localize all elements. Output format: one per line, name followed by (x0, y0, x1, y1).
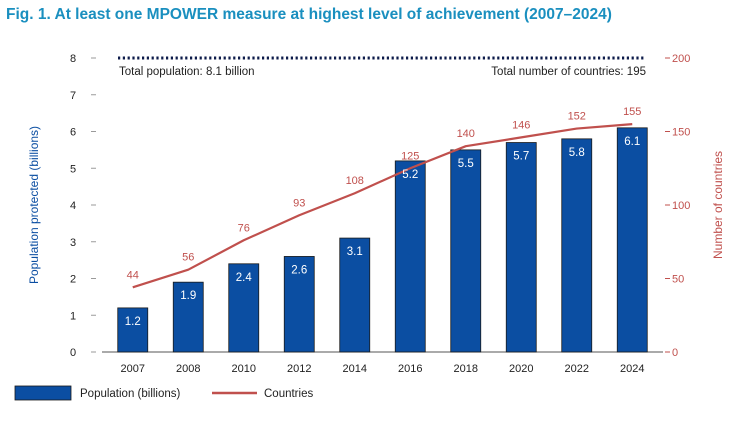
x-tick-label-2010: 2010 (232, 363, 256, 375)
left-axis-tick-label: 3 (70, 237, 76, 249)
legend-line-label: Countries (264, 388, 313, 400)
countries-value-label-2024: 155 (623, 106, 641, 118)
bar-value-label-2024: 6.1 (624, 136, 640, 148)
countries-value-label-2012: 93 (293, 197, 305, 209)
x-tick-label-2014: 2014 (343, 363, 367, 375)
bar-value-label-2014: 3.1 (347, 246, 363, 258)
bar-value-label-2018: 5.5 (458, 158, 474, 170)
countries-value-label-2022: 152 (568, 111, 586, 123)
right-axis-tick-label: 0 (672, 347, 678, 359)
bar-2012 (283, 256, 315, 353)
countries-value-label-2010: 76 (238, 222, 250, 234)
legend: Population (billions) Countries (14, 385, 313, 401)
left-axis-tick-label: 0 (70, 347, 76, 359)
total-countries-label: Total number of countries: 195 (491, 66, 646, 78)
bar-value-label-2016: 5.2 (402, 169, 418, 181)
left-axis-tick-label: 6 (70, 127, 76, 139)
bar-value-label-2020: 5.7 (513, 151, 529, 163)
total-population-label: Total population: 8.1 billion (119, 66, 255, 78)
left-axis-title: Population protected (billions) (27, 126, 41, 284)
bar-value-label-2012: 2.6 (291, 264, 307, 276)
x-tick-label-2012: 2012 (287, 363, 311, 375)
left-axis-tick-label: 2 (70, 274, 76, 286)
bar-value-label-2010: 2.4 (236, 272, 253, 284)
chart-title: Fig. 1. At least one MPOWER measure at h… (6, 6, 612, 23)
bar-value-label-2007: 1.2 (125, 316, 141, 328)
bar-2022 (561, 138, 593, 353)
right-axis-tick-label: 150 (672, 127, 690, 139)
left-axis-tick-label: 5 (70, 163, 76, 175)
bar-2007 (117, 307, 149, 353)
bar-2010 (228, 263, 260, 353)
x-tick-label-2022: 2022 (565, 363, 589, 375)
bar-2008 (172, 281, 204, 353)
bars-layer (117, 127, 648, 353)
bar-value-label-2008: 1.9 (180, 290, 196, 302)
legend-bar-label: Population (billions) (80, 388, 181, 400)
x-tick-label-2016: 2016 (398, 363, 422, 375)
countries-value-label-2020: 146 (512, 119, 530, 131)
left-axis-tick-label: 4 (70, 200, 76, 212)
x-tick-label-2020: 2020 (509, 363, 533, 375)
countries-line (132, 123, 633, 289)
left-axis-tick-label: 7 (70, 90, 76, 102)
x-tick-label-2007: 2007 (121, 363, 145, 375)
bar-2018 (450, 149, 482, 353)
bar-2014 (339, 237, 371, 353)
bar-2016 (394, 160, 426, 353)
bar-2020 (505, 142, 537, 353)
bar-value-label-2022: 5.8 (569, 147, 585, 159)
x-tick-label-2008: 2008 (176, 363, 200, 375)
right-axis-tick-label: 50 (672, 274, 684, 286)
countries-value-label-2008: 56 (182, 252, 194, 264)
x-tick-label-2024: 2024 (620, 363, 644, 375)
right-axis-tick-label: 200 (672, 53, 690, 65)
countries-value-label-2018: 140 (457, 128, 475, 140)
left-axis-tick-label: 1 (70, 310, 76, 322)
left-axis-tick-label: 8 (70, 53, 76, 65)
countries-value-label-2007: 44 (127, 269, 139, 281)
line-layer (132, 123, 633, 289)
right-axis-tick-label: 100 (672, 200, 690, 212)
countries-value-label-2016: 125 (401, 150, 419, 162)
x-tick-label-2018: 2018 (454, 363, 478, 375)
legend-bar-swatch (14, 385, 72, 401)
countries-value-label-2014: 108 (346, 175, 364, 187)
bar-2024 (616, 127, 648, 353)
right-axis-title: Number of countries (711, 151, 725, 259)
